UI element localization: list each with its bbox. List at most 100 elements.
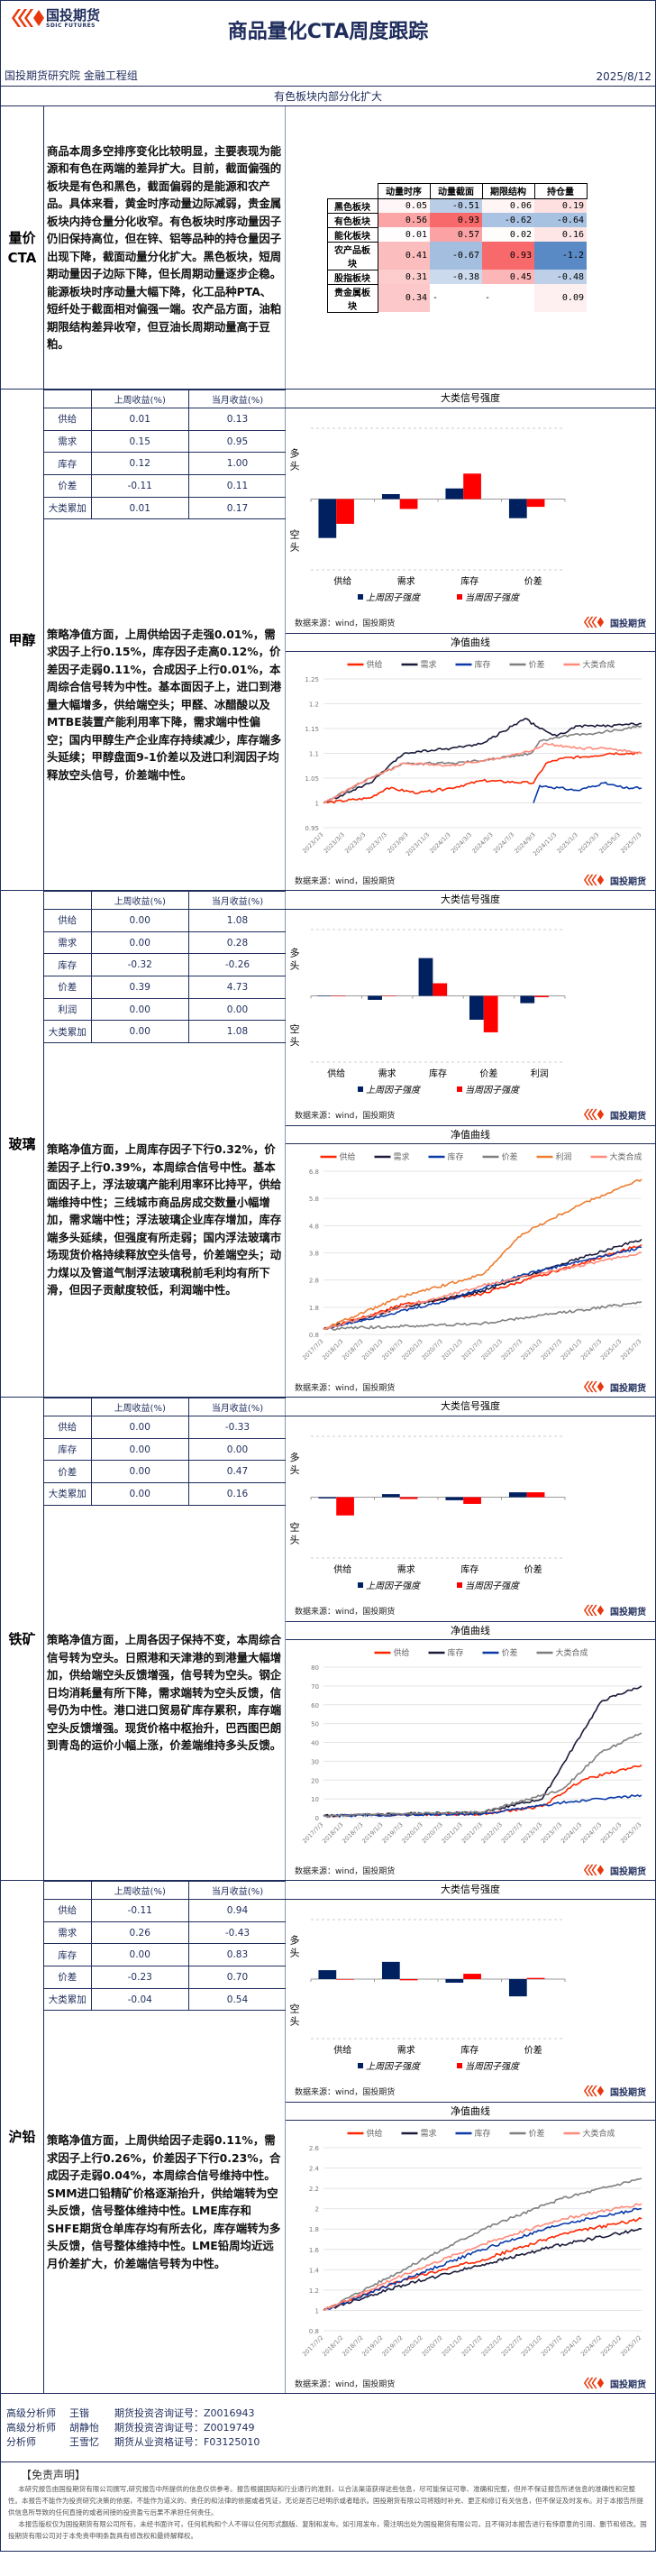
logo-text: 国投期货 (610, 1866, 646, 1877)
legend-label: 上周因子强度 (366, 2061, 422, 2072)
x-tick-label: 2024/1/3 (560, 1338, 583, 1361)
x-tick-label: 2022/1/2 (480, 2334, 504, 2358)
current-week-bar (331, 995, 346, 996)
legend-swatch (457, 2063, 462, 2068)
heatmap-cell: 0.19 (534, 198, 587, 213)
panel-title: 净值曲线 (286, 1621, 655, 1640)
logo-text: 国投期货 (610, 2379, 646, 2390)
legend-label: 当周因子强度 (465, 1085, 521, 1095)
net-value-panel: 净值曲线 0.95 1 1.05 1.1 1.15 1.2 1.25 2023/1/3 2023/… (286, 633, 655, 890)
x-tick-label: 2021/1/3 (441, 1821, 464, 1845)
table-cell: 0.28 (187, 930, 286, 955)
table-cell: 0.83 (187, 1943, 286, 1967)
data-source: 数据来源：wind，国投期货 (295, 619, 396, 628)
x-tick-label: 2025/1/3 (599, 1338, 623, 1361)
row-label: 供给 (44, 909, 92, 932)
signal-strength-panel: 大类信号强度 多头 空头 供给 需求 库存 价差 上周因子强度 当周因子强度 数据来源：wind，… (286, 1881, 655, 2102)
x-tick-label: 2025/3/3 (577, 831, 600, 855)
legend-label: 价差 (502, 1647, 518, 1658)
heatmap-cell: 0.16 (534, 227, 587, 242)
data-source: 数据来源：wind，国投期货 (295, 2379, 396, 2389)
y-tick-label: 70 (311, 1683, 319, 1691)
category-label: 需求 (397, 1564, 415, 1575)
row-label: 库存 (44, 1437, 92, 1462)
series-line (323, 1178, 642, 1330)
table-row: 供给 0.01 0.13 (44, 408, 286, 431)
x-tick-label: 2018/1/3 (321, 1821, 344, 1845)
table-cell: 0.70 (187, 1966, 286, 1989)
x-tick-label: 2023/3/3 (323, 831, 346, 855)
column-header (44, 390, 92, 408)
table-row: 大类累加 0.00 1.08 (44, 1020, 286, 1044)
last-week-bar (381, 494, 400, 500)
row-label: 供给 (44, 1416, 92, 1439)
last-week-bar (418, 958, 433, 996)
series-line (323, 2177, 642, 2312)
last-week-bar (381, 1961, 400, 1979)
row-label: 需求 (44, 1921, 92, 1945)
column-header (44, 1881, 92, 1900)
x-tick-label: 2017/7/3 (301, 1338, 324, 1361)
table-cell: -0.43 (187, 1921, 286, 1945)
last-week-bar (508, 1492, 527, 1498)
current-week-bar (463, 1974, 481, 1979)
current-week-bar (399, 499, 418, 509)
table-cell: 0.01 (90, 408, 189, 431)
table-header-row: 上周收益(%) 当月收益(%) (44, 1398, 286, 1416)
y-tick-label: 0.95 (305, 825, 319, 832)
net-value-line-chart: 0.81.82.83.84.85.86.82017/7/32018/1/3201… (301, 1151, 642, 1361)
heatmap-column-header: 动量截面 (429, 182, 483, 199)
report-date: 2025/8/12 (596, 70, 651, 83)
heatmap-cell: 0.31 (378, 270, 430, 284)
last-week-bar (318, 499, 337, 538)
long-label: 多头 (290, 946, 300, 971)
x-tick-label: 2022/1/3 (480, 1821, 504, 1845)
heatmap-row: 贵金属板块 0.34- -0.09 (326, 283, 587, 313)
legend-label: 大类合成 (610, 1151, 642, 1162)
headline: 有色板块内部分化扩大 (1, 87, 655, 106)
legend-label: 价差 (502, 1151, 518, 1162)
subheader-row: 国投期货研究院 金融工程组 2025/8/12 (1, 64, 655, 87)
heatmap-row: 能化板块 0.01 0.57 0.02 0.16 (326, 226, 587, 243)
commentary-text: 策略净值方面，上周库存因子下行0.32%，价差因子上行0.39%，本周综合信号中… (47, 1142, 282, 1297)
legend-label: 大类合成 (583, 659, 615, 670)
y-tick-label: 1.1 (309, 751, 319, 758)
table-cell: 0.00 (90, 1482, 189, 1506)
category-label: 价差 (524, 2044, 542, 2056)
data-source: 数据来源：wind，国投期货 (295, 2087, 396, 2097)
logo-text: 国投期货 (610, 1607, 646, 1618)
series-line (323, 1251, 642, 1331)
signal-strength-panel: 大类信号强度 多头 空头 供给 需求 库存 价差 上周因子强度 当周因子强度 数据来源：wind，… (286, 1398, 655, 1621)
long-label: 多头 (290, 1451, 300, 1476)
data-source: 数据来源：wind，国投期货 (295, 1866, 396, 1876)
heatmap-cell: -0.64 (534, 213, 587, 227)
x-tick-label: 2020/7/3 (420, 1338, 443, 1361)
last-week-bar (445, 1979, 464, 1983)
heatmap-cell: 0.34 (378, 284, 430, 312)
heatmap-cell: 0.05 (378, 198, 430, 213)
panel-title: 净值曲线 (286, 2102, 655, 2121)
disclaimer-paragraph: 本研究报告由国投期货有限公司撰写,研究报告中所提供的信息仅供参考。报告根据国际和… (8, 2485, 643, 2516)
sdic-logo: 国投期货 (580, 2084, 646, 2098)
x-tick-label: 2021/7/2 (460, 2334, 484, 2358)
net-value-line-chart: 0.9511.051.11.151.21.252023/1/32023/3/32… (301, 659, 642, 857)
legend-label: 供给 (367, 659, 383, 670)
section-label: 沪铅 (1, 1881, 44, 2393)
x-tick-label: 2025/5/3 (598, 831, 622, 855)
net-value-panel: 净值曲线 0.8 1.8 2.8 3.8 4.8 5.8 6.8 2017/7/3 2018/1/… (286, 1125, 655, 1397)
x-tick-label: 2023/7/2 (540, 2334, 563, 2358)
legend-label: 当周因子强度 (465, 1581, 521, 1591)
series-line (323, 1685, 642, 1818)
row-label: 价差 (44, 1460, 92, 1484)
heatmap-cell: 0.57 (430, 227, 482, 242)
series-line (323, 718, 642, 804)
heatmap-cell: -0.67 (430, 242, 482, 270)
y-tick-label: 2.8 (309, 1278, 319, 1285)
analyst-title: 高级分析师 (6, 2406, 56, 2419)
x-tick-label: 2022/7/3 (500, 1338, 524, 1361)
x-tick-label: 2025/7/3 (619, 1338, 642, 1361)
y-tick-label: 1 (315, 2307, 319, 2315)
table-row: 库存 -0.32 -0.26 (44, 953, 286, 977)
x-tick-label: 2024/1/3 (560, 1821, 583, 1845)
current-week-bar (381, 995, 396, 996)
